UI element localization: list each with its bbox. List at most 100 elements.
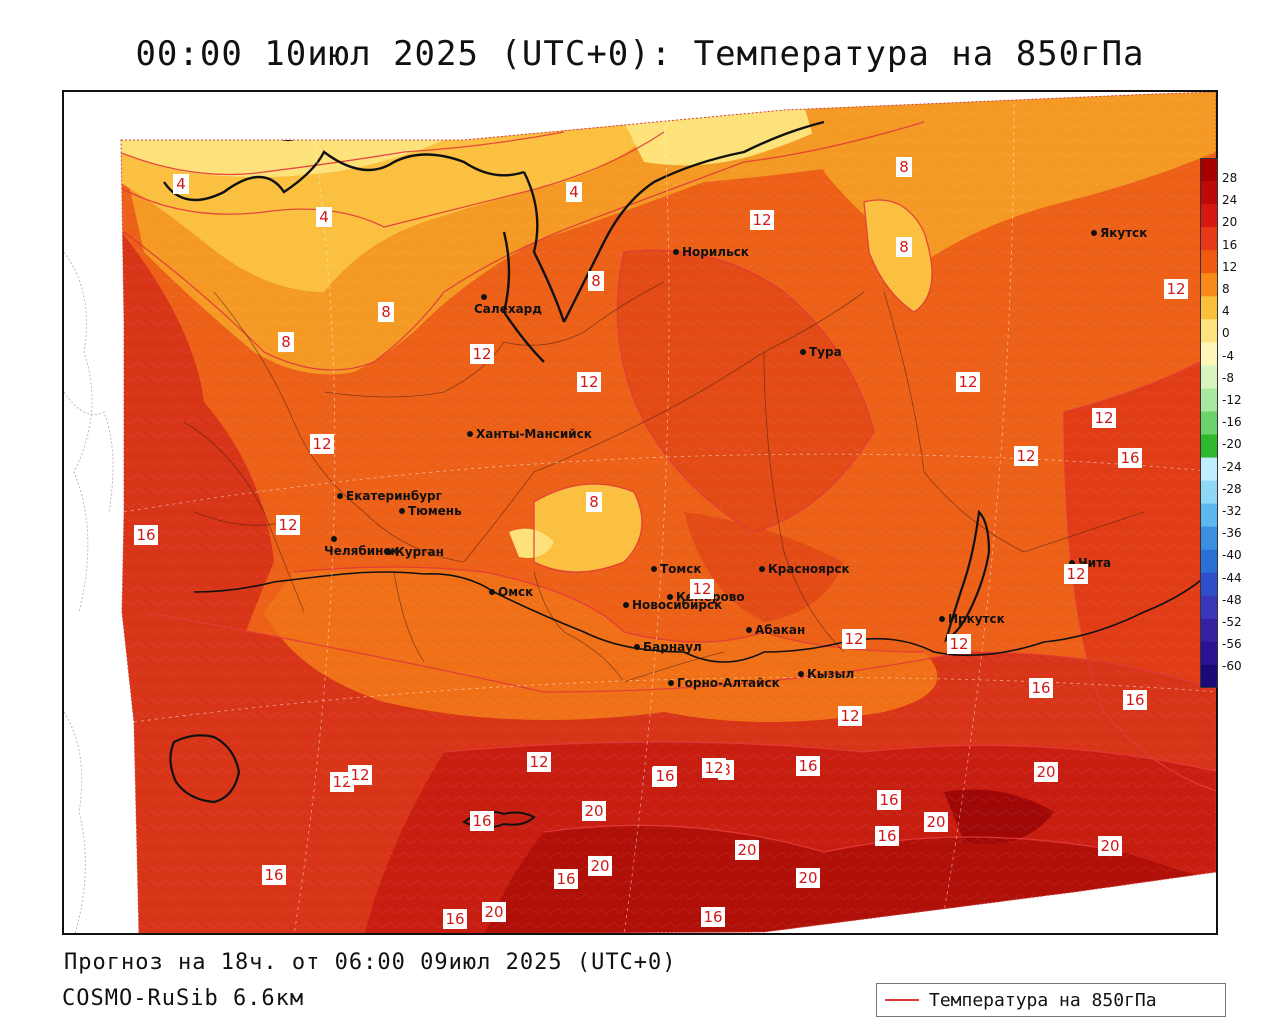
graticule: [123, 96, 1216, 933]
isoline-label: 12: [1016, 447, 1035, 465]
isoline-label-bg: [1014, 446, 1038, 466]
colorbar-swatch: [1200, 457, 1218, 482]
city-marker: [746, 627, 752, 633]
isoline-label-bg: [842, 629, 866, 649]
city-label: Салехард: [474, 302, 542, 316]
colorbar: [1200, 158, 1218, 688]
isoline-label: 12: [1166, 280, 1185, 298]
lake-aral: [169, 734, 241, 804]
isoline-label-bg: [527, 752, 551, 772]
isoline-label-bg: [276, 515, 300, 535]
isoline-label-bg: [1164, 279, 1188, 299]
model-name: COSMO-RuSib 6.6км: [62, 986, 305, 1011]
city-marker: [331, 536, 337, 542]
city-marker: [467, 431, 473, 437]
colorbar-swatch: [1200, 319, 1218, 343]
colorbar-swatch: [1200, 549, 1218, 574]
isoline-label: 12: [278, 516, 297, 534]
isoline-label-bg: [566, 182, 582, 202]
isoline-label: 8: [899, 238, 909, 256]
isoline-label: 16: [136, 526, 155, 544]
isoline-label: 16: [798, 757, 817, 775]
isoline-label-bg: [470, 344, 494, 364]
city-label: Курган: [395, 545, 444, 559]
isoline-label-bg: [582, 801, 606, 821]
legend-label: Температура на 850гПа: [929, 989, 1157, 1011]
colorbar-tick-label: 12: [1222, 259, 1238, 274]
isoline-label-bg: [877, 790, 901, 810]
isoline-label-bg: [690, 579, 714, 599]
isoline-label-bg: [586, 492, 602, 512]
isoline-label-bg: [947, 634, 971, 654]
city-marker: [798, 671, 804, 677]
colorbar-tick-label: -32: [1222, 504, 1242, 518]
isoline-label: 12: [692, 580, 711, 598]
isoline-label: 20: [590, 857, 609, 875]
isoline-label: 16: [1125, 691, 1144, 709]
isoline-label-bg: [875, 826, 899, 846]
cities: Якутск Норильск Салехард Тура Ханты-Мансийск…: [324, 226, 1147, 690]
city-label: Барнаул: [643, 640, 702, 654]
isoline-label: 20: [926, 813, 945, 831]
isoline-label-bg: [1118, 448, 1142, 468]
colorbar-swatch: [1200, 204, 1218, 228]
city-marker: [481, 294, 487, 300]
isoline-label: 12: [752, 211, 771, 229]
colorbar-swatch: [1200, 181, 1218, 205]
city-marker: [386, 549, 392, 555]
city-label: Челябинск: [324, 544, 399, 558]
colorbar-tick-label: -8: [1222, 370, 1234, 385]
city-marker: [634, 644, 640, 650]
isoline-label-bg: [588, 856, 612, 876]
city-marker: [668, 680, 674, 686]
isoline-label: 8: [381, 303, 391, 321]
city-label: Екатеринбург: [346, 489, 442, 503]
colorbar-tick-label: -12: [1222, 393, 1242, 407]
isoline-label: 16: [1120, 449, 1139, 467]
isoline-label: 8: [899, 158, 909, 176]
isoline-label-bg: [482, 902, 506, 922]
colorbar-swatch: [1200, 365, 1218, 389]
isoline-label-bg: [653, 766, 677, 786]
isoline-label-bg: [838, 706, 862, 726]
lake-baikal: [944, 509, 991, 643]
isoline-label-bg: [896, 237, 912, 257]
colorbar-tick-label: -24: [1222, 459, 1242, 474]
colorbar-swatch: [1200, 480, 1218, 505]
isoline-label-bg: [588, 271, 604, 291]
isoline-label: 12: [350, 766, 369, 784]
colorbar-tick-label: -48: [1222, 592, 1242, 607]
country-border: [193, 561, 1216, 663]
isoline-label: 12: [704, 759, 723, 777]
isoline-label-bg: [348, 765, 372, 785]
colorbar-swatch: [1200, 434, 1218, 459]
city-label: Тура: [809, 345, 842, 359]
isoline-label: 12: [529, 753, 548, 771]
colorbar-tick-label: -40: [1222, 548, 1242, 563]
colorbar-swatch: [1200, 411, 1218, 436]
city-marker: [673, 249, 679, 255]
isoline-label-bg: [577, 372, 601, 392]
city-label: Горно-Алтайск: [677, 676, 780, 690]
temperature-map[interactable]: Якутск Норильск Салехард Тура Ханты-Мансийск…: [62, 90, 1218, 935]
city-marker: [399, 508, 405, 514]
legend-box: Температура на 850гПа: [876, 983, 1226, 1017]
isoline-label: 16: [655, 767, 674, 785]
city-label: Красноярск: [768, 562, 850, 576]
isoline-label-bg: [1123, 690, 1147, 710]
isoline-label: 16: [556, 870, 575, 888]
city-label: Иркутск: [948, 612, 1005, 626]
temperature-field: [121, 92, 1216, 933]
isoline-label: 20: [1036, 763, 1055, 781]
colorbar-tick-label: -4: [1222, 348, 1234, 363]
city-marker: [800, 349, 806, 355]
isoline-label-bg: [796, 868, 820, 888]
isoline-label: 16: [879, 791, 898, 809]
colorbar-tick-label: 16: [1222, 237, 1238, 252]
isoline-label-bg: [1064, 564, 1088, 584]
colorbar-tick-label: 4: [1222, 304, 1230, 319]
colorbar-swatch: [1200, 296, 1218, 320]
colorbar-tick-label: -20: [1222, 437, 1242, 452]
isoline-label-bg: [1098, 836, 1122, 856]
isoline-label: 4: [569, 183, 579, 201]
